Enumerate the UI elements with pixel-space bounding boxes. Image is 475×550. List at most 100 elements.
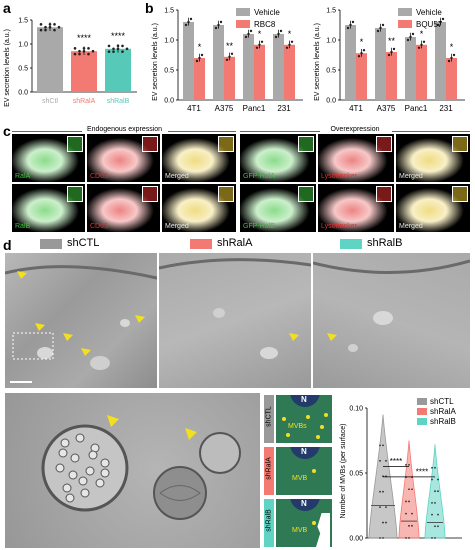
schema-mvb-label: MVBs [288, 423, 307, 430]
micrograph-inset [298, 136, 314, 152]
bar-4T1-Vehicle [345, 25, 356, 100]
bar-A375-Vehicle [213, 25, 224, 100]
legend-swatch [417, 418, 427, 425]
data-point [431, 513, 433, 516]
legend-swatch [417, 408, 427, 415]
schema-mvb-dot [324, 413, 328, 417]
schema-side-label-shrala: shRalA [264, 447, 274, 495]
data-point [285, 46, 289, 49]
micrograph-gfpralb-r2: GFP-RalB [240, 184, 316, 232]
micrograph-inset [142, 186, 158, 202]
micrograph-cd-r2: CD63 [87, 184, 160, 232]
data-point [107, 50, 111, 53]
data-point [200, 53, 204, 57]
bar-231-RBC8 [284, 44, 295, 100]
data-point [411, 32, 415, 36]
data-point [436, 23, 440, 27]
micrograph-label: Merged [165, 173, 189, 180]
schema-side-label-shralb: shRalB [264, 499, 274, 547]
significance-stars: * [288, 29, 292, 39]
bar-A375-BQU57 [386, 52, 397, 100]
bar-4T1-Vehicle [183, 22, 194, 100]
legend-swatch-shctl [40, 239, 62, 249]
y-tick-label: 0.5 [164, 68, 174, 75]
x-tick-label: Panc1 [405, 104, 428, 113]
data-point [408, 463, 410, 466]
bar-231-BQU57 [446, 58, 457, 100]
x-tick-label: 4T1 [349, 104, 363, 113]
data-point [249, 29, 253, 33]
data-point [288, 43, 291, 46]
micrograph-merged-r2: Merged [396, 184, 470, 232]
x-tick-label: 4T1 [187, 104, 201, 113]
micrograph-label: GFP-RalA [243, 173, 275, 180]
panel-letter-b: b [145, 0, 154, 16]
significance-stars: **** [111, 31, 126, 41]
legend-swatch-shralb [340, 239, 362, 249]
data-point [408, 488, 410, 491]
schema-nucleus-label: N [301, 395, 307, 404]
arrowhead-icon [81, 348, 91, 356]
schema-mvb-dot [320, 425, 324, 429]
schema-cell-shctl: N MVBs [276, 395, 332, 443]
data-point [411, 512, 413, 515]
vesicle [85, 466, 95, 476]
data-point [274, 35, 278, 39]
data-point [184, 23, 188, 27]
data-point [411, 488, 413, 491]
legend-label: shRalB [430, 417, 456, 426]
data-point [382, 521, 384, 524]
x-tick-label: 231 [439, 104, 453, 113]
vesicle [58, 448, 68, 458]
data-point [405, 500, 407, 503]
data-point [87, 47, 90, 50]
data-point [82, 47, 86, 50]
data-point [452, 53, 456, 57]
schema-mvb-dot [306, 415, 310, 419]
schema-mvb-dot [312, 521, 316, 525]
significance-stars: * [198, 42, 202, 52]
data-point [385, 459, 387, 462]
data-point [277, 32, 280, 36]
x-tick-label: Panc1 [243, 104, 266, 113]
significance-stars: **** [390, 457, 402, 466]
x-tick-label: shRalA [73, 98, 96, 105]
data-point [112, 47, 115, 51]
data-point [405, 537, 407, 539]
bar-Panc1-Vehicle [243, 34, 254, 100]
y-tick-label: 1.0 [18, 42, 28, 49]
schema-mvb-label: MVB [292, 475, 308, 482]
micrograph-label: Lysotracker [321, 223, 357, 230]
data-point [379, 26, 382, 30]
schema-mvb-dot [312, 469, 316, 473]
scale-bar [10, 381, 32, 383]
micrograph-label: RalB [15, 223, 31, 230]
micrograph-gfprala-r1: GFP-RalA [240, 134, 316, 182]
data-point [73, 52, 77, 56]
significance-stars: * [420, 29, 424, 39]
significance-stars: * [258, 29, 262, 39]
em-image-shralb [313, 253, 470, 388]
data-point [441, 17, 445, 21]
micrograph-inset [218, 136, 234, 152]
data-point [379, 444, 381, 447]
y-tick-label: 0.00 [349, 536, 363, 543]
data-point [434, 490, 436, 493]
data-point [447, 59, 451, 63]
bar-Panc1-Vehicle [405, 37, 416, 100]
panel-c-header-right: Overexpression [330, 126, 380, 133]
panel-letter-c: c [3, 123, 11, 139]
bar-shRalA [71, 51, 97, 92]
significance-stars: **** [416, 467, 428, 476]
data-point [405, 463, 407, 466]
legend-label: shRalA [430, 407, 456, 416]
schema-membrane-fragment [316, 513, 330, 547]
data-point [381, 23, 385, 27]
chart-b2: EV secretion levels (a.u.) 0.0 0.5 1.0 1.5 *… [314, 8, 465, 113]
data-point [408, 500, 410, 503]
vesicle [62, 483, 72, 493]
y-tick-label: 0.05 [349, 471, 363, 478]
data-point [48, 23, 52, 26]
arrowhead-icon [35, 323, 45, 331]
legend-swatch-shrala [190, 239, 212, 249]
